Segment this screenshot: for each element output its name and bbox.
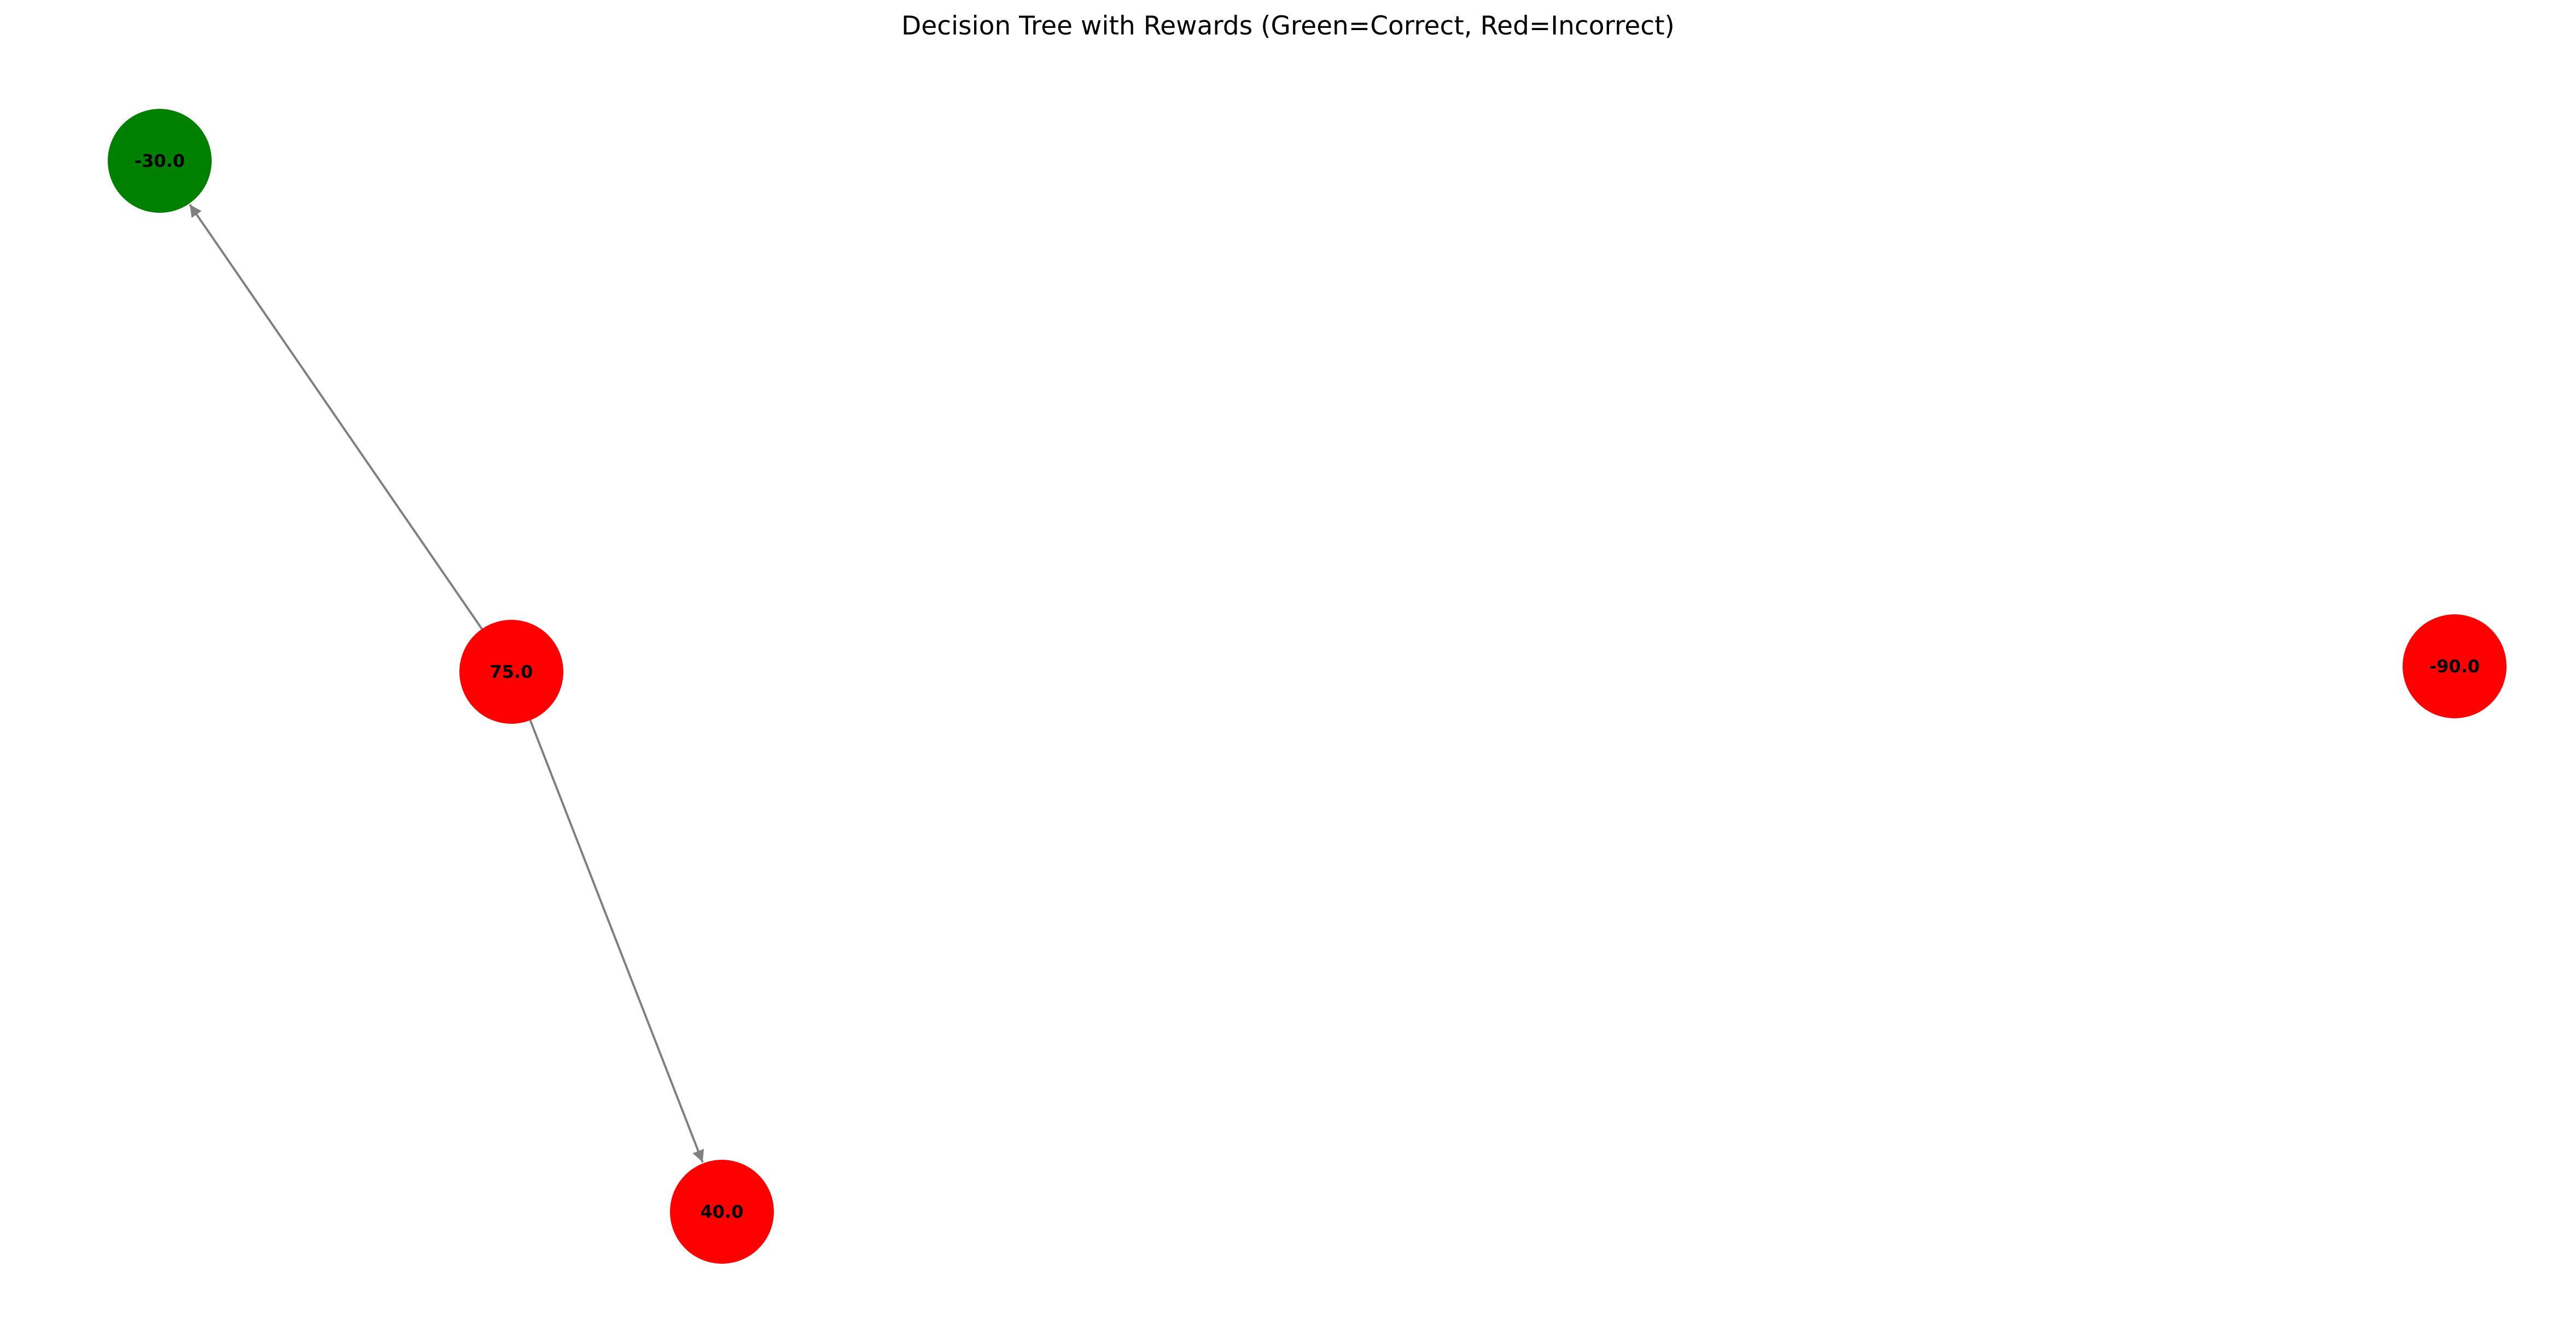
node-circle (2403, 614, 2507, 718)
node-n-neg90: -90.0 (2403, 614, 2507, 718)
edge-n-75-to-n-neg30 (189, 204, 483, 630)
node-n-75: 75.0 (459, 620, 563, 724)
node-circle (670, 1160, 774, 1264)
node-n-40: 40.0 (670, 1160, 774, 1264)
node-label: -90.0 (2429, 656, 2480, 677)
edge-n-75-to-n-40 (529, 719, 704, 1163)
node-label: 40.0 (701, 1201, 744, 1222)
diagram-title: Decision Tree with Rewards (Green=Correc… (901, 11, 1675, 41)
node-circle (459, 620, 563, 724)
edges-layer (189, 204, 704, 1163)
node-label: 75.0 (490, 661, 533, 682)
node-n-neg30: -30.0 (108, 109, 212, 213)
nodes-layer: -30.0 75.0 40.0 -90.0 (108, 109, 2507, 1264)
node-label: -30.0 (135, 150, 185, 171)
node-circle (108, 109, 212, 213)
